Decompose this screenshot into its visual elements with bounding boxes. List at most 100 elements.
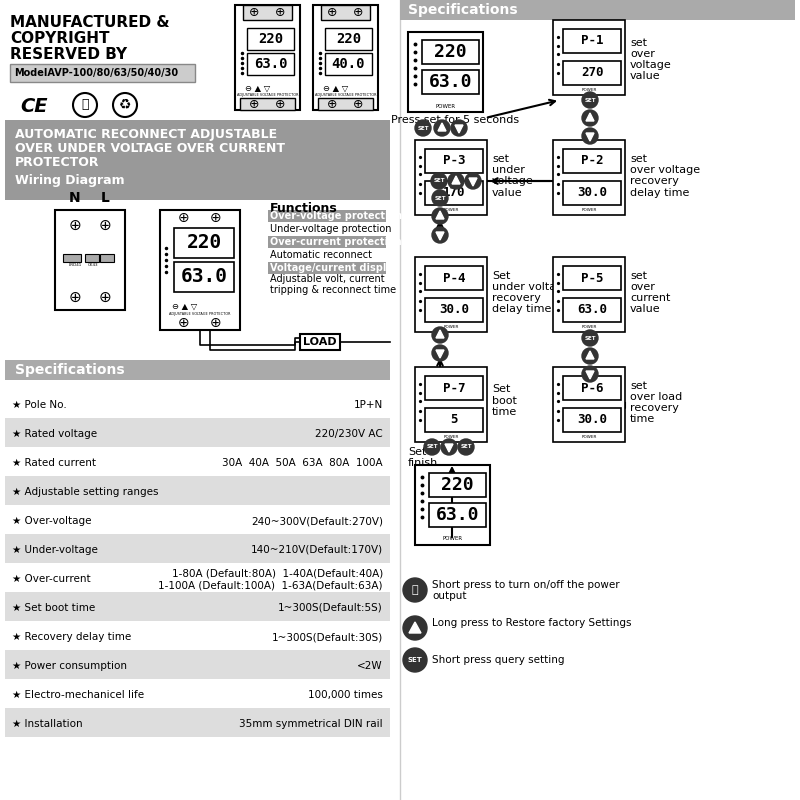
Circle shape [458,439,474,455]
Text: POWER: POWER [443,208,458,212]
Polygon shape [436,330,444,338]
Text: ModelAVP-100/80/63/50/40/30: ModelAVP-100/80/63/50/40/30 [14,68,178,78]
Text: Set: Set [492,270,510,281]
Text: current: current [630,294,670,303]
Bar [563,149,621,173]
Text: 100,000 times: 100,000 times [308,690,383,700]
Text: ⏻: ⏻ [412,585,418,595]
Bar [553,367,625,442]
Text: 40.0: 40.0 [332,57,366,71]
Text: value: value [630,71,661,82]
Polygon shape [438,123,446,131]
Text: set: set [630,38,647,47]
Text: AUTOMATIC RECONNECT ADJUSTABLE: AUTOMATIC RECONNECT ADJUSTABLE [15,128,277,141]
Text: ⊕: ⊕ [354,98,364,110]
Text: SET: SET [460,445,472,450]
Text: over voltage: over voltage [630,165,700,175]
Bar [563,266,621,290]
Bar [235,5,300,110]
Bar [563,61,621,85]
Bar [10,64,195,82]
Text: ⊖ ▲ ▽: ⊖ ▲ ▽ [172,302,198,310]
Circle shape [403,648,427,672]
Circle shape [582,92,598,108]
Text: POWER: POWER [582,208,597,212]
Polygon shape [586,133,594,141]
Text: ★ Electro-mechanicel life: ★ Electro-mechanicel life [12,690,144,700]
Text: ★ Over-current: ★ Over-current [12,574,90,584]
Text: Long press to Restore factory Settings: Long press to Restore factory Settings [432,618,631,628]
Text: recovery: recovery [630,403,679,414]
Circle shape [434,120,450,136]
Text: ⊕: ⊕ [69,290,82,305]
Circle shape [432,190,448,206]
Text: tripping & reconnect time: tripping & reconnect time [270,285,396,295]
Text: P-4: P-4 [442,271,466,285]
Bar [553,257,625,332]
Text: ⊕: ⊕ [178,211,190,225]
Text: P-6: P-6 [581,382,603,394]
Text: ⊖ ▲ ▽: ⊖ ▲ ▽ [323,83,348,93]
Circle shape [582,110,598,126]
Text: voltage: voltage [630,60,672,70]
Text: 220: 220 [434,43,467,61]
Text: ★ Pole No.: ★ Pole No. [12,400,66,410]
Polygon shape [452,176,460,184]
Text: SET: SET [434,195,446,201]
Bar [5,591,390,621]
Text: Voltage/current display: Voltage/current display [270,263,399,273]
Bar [415,140,487,215]
Text: 63.0: 63.0 [181,267,227,286]
Bar [100,254,114,262]
Bar [325,28,372,50]
Text: CK43: CK43 [88,263,98,267]
Bar [5,562,390,591]
Bar [160,210,240,330]
Bar [85,254,99,262]
Bar [415,465,490,545]
Text: recovery: recovery [630,176,679,186]
Text: ⊕: ⊕ [275,6,286,18]
Bar [415,367,487,442]
Bar [268,262,386,274]
Text: ★ Over-voltage: ★ Over-voltage [12,516,91,526]
Text: ⊕: ⊕ [327,98,338,110]
Text: POWER: POWER [582,435,597,439]
Text: LRD41: LRD41 [68,263,82,267]
Text: Set: Set [492,385,510,394]
Text: ★ Installation: ★ Installation [12,719,82,729]
Text: ⊕: ⊕ [210,211,222,225]
Circle shape [582,330,598,346]
Text: CE: CE [20,97,48,116]
Bar [55,210,125,310]
Text: 220: 220 [186,234,222,253]
Text: 5: 5 [450,413,458,426]
Circle shape [432,227,448,243]
Polygon shape [445,444,453,452]
Text: 35mm symmetrical DIN rail: 35mm symmetrical DIN rail [239,719,383,729]
Circle shape [113,93,137,117]
Text: ★ Rated voltage: ★ Rated voltage [12,429,97,439]
Text: SET: SET [408,657,422,663]
Text: delay time: delay time [492,305,551,314]
Text: ★ Rated current: ★ Rated current [12,458,96,468]
Text: ★ Recovery delay time: ★ Recovery delay time [12,632,131,642]
Text: 220: 220 [258,32,283,46]
Text: delay time: delay time [630,187,690,198]
Circle shape [432,208,448,224]
Text: ⊕: ⊕ [98,218,111,233]
Bar [425,181,483,205]
Text: 220: 220 [336,32,361,46]
Text: MANUFACTURED &: MANUFACTURED & [10,15,170,30]
Circle shape [431,173,447,189]
Text: PROTECTOR: PROTECTOR [15,156,99,169]
Text: ⊖ ▲ ▽: ⊖ ▲ ▽ [245,83,270,93]
Bar [5,534,390,562]
Text: 🗑: 🗑 [82,98,89,111]
Text: Over-current protection: Over-current protection [270,237,402,247]
Text: over: over [630,49,655,58]
Text: recovery: recovery [492,294,541,303]
Bar [425,149,483,173]
Polygon shape [455,125,463,133]
Bar [240,98,295,110]
